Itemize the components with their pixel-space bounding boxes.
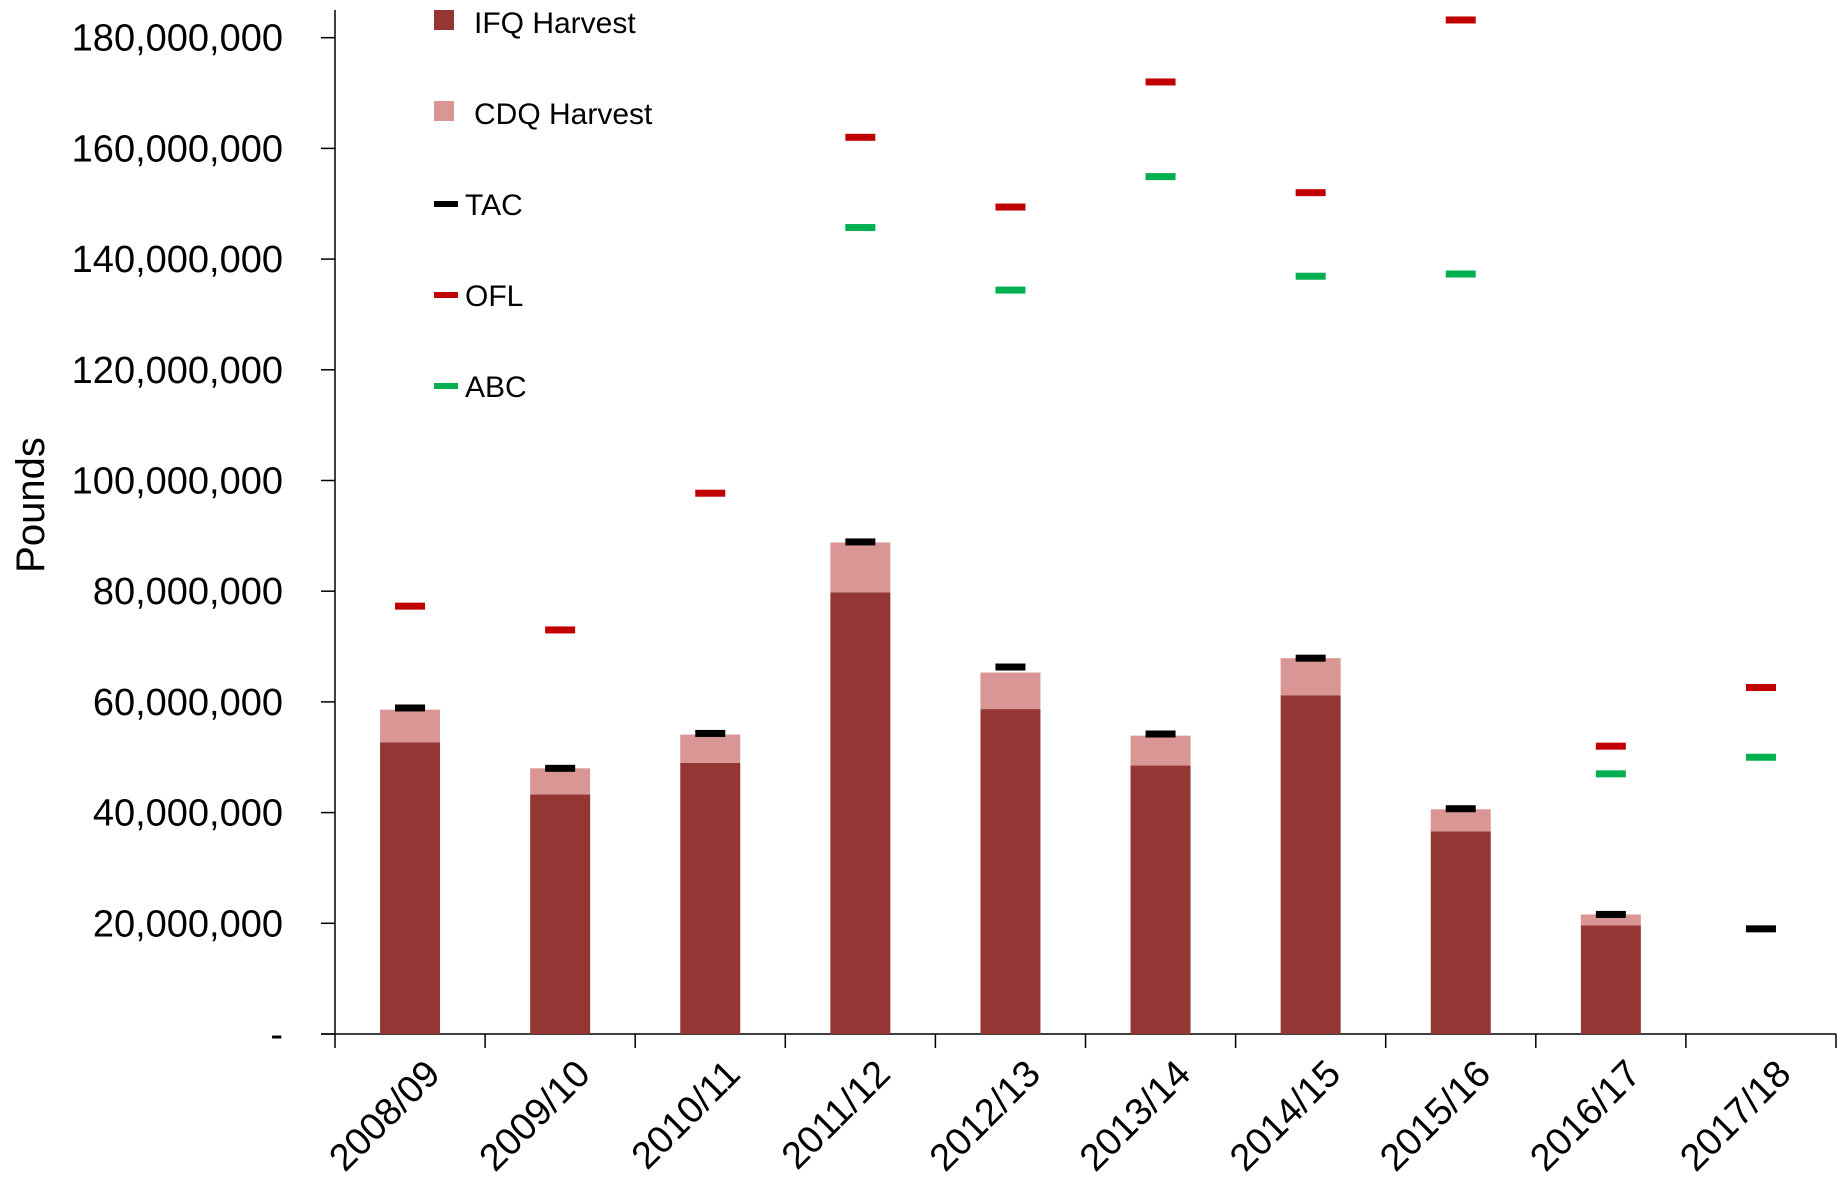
x-tick-label: 2012/13 (922, 1053, 1049, 1180)
marker-ofl (395, 602, 426, 610)
legend-swatch (434, 292, 458, 298)
x-tick-label: 2016/17 (1522, 1053, 1649, 1180)
bar-cdq-harvest (1130, 735, 1191, 766)
marker-tac (1445, 805, 1476, 813)
y-tick-label: 40,000,000 (93, 793, 283, 835)
bar-ifq-harvest (1280, 695, 1341, 1034)
marker-abc (1295, 272, 1326, 280)
y-tick-label: - (270, 1014, 283, 1056)
legend-label: OFL (465, 280, 523, 313)
y-tick-label: 140,000,000 (72, 239, 283, 281)
legend-swatch (434, 10, 454, 30)
bar-ifq-harvest (380, 742, 441, 1034)
bar-ifq-harvest (1430, 831, 1491, 1034)
x-tick-label: 2008/09 (322, 1053, 449, 1180)
bar-cdq-harvest (830, 542, 891, 593)
y-tick-label: 160,000,000 (72, 128, 283, 170)
marker-tac (1145, 730, 1176, 738)
marker-ofl (1145, 78, 1176, 86)
bars-group (380, 542, 1641, 1034)
marker-tac (845, 538, 876, 546)
marker-tac (1595, 910, 1626, 918)
marker-tac (695, 729, 726, 737)
marker-ofl (1295, 189, 1326, 197)
x-tick-label: 2014/15 (1222, 1053, 1349, 1180)
y-tick-label: 20,000,000 (93, 903, 283, 945)
marker-ofl (845, 133, 876, 141)
bar-cdq-harvest (680, 734, 741, 763)
markers-group (395, 16, 1776, 933)
y-tick-label: 60,000,000 (93, 682, 283, 724)
legend-swatch (434, 383, 458, 389)
y-tick-label: 180,000,000 (72, 18, 283, 60)
y-axis: - 20,000,000 40,000,000 60,000,000 80,000,00… (72, 10, 336, 1056)
marker-ofl (1595, 742, 1626, 750)
bar-ifq-harvest (980, 709, 1041, 1034)
bar-ifq-harvest (680, 762, 741, 1034)
marker-ofl (995, 203, 1026, 211)
y-tick-label: 120,000,000 (72, 350, 283, 392)
x-tick-label: 2013/14 (1072, 1053, 1199, 1180)
legend-swatch (434, 101, 454, 121)
bar-ifq-harvest (1580, 925, 1641, 1034)
legend-label: ABC (465, 371, 527, 404)
marker-abc (1445, 270, 1476, 278)
legend-label: IFQ Harvest (474, 7, 636, 40)
x-tick-label: 2017/18 (1672, 1053, 1799, 1180)
marker-ofl (695, 489, 726, 497)
bar-ifq-harvest (530, 794, 591, 1034)
legend-label: TAC (465, 189, 523, 222)
marker-tac (1745, 925, 1776, 933)
marker-tac (995, 663, 1026, 671)
marker-ofl (1445, 16, 1476, 24)
marker-abc (1595, 770, 1626, 778)
bar-cdq-harvest (1280, 658, 1341, 696)
bar-cdq-harvest (1580, 914, 1641, 926)
y-tick-label: 80,000,000 (93, 571, 283, 613)
x-tick-label: 2009/10 (472, 1053, 599, 1180)
legend-swatch (434, 201, 458, 207)
marker-abc (1145, 173, 1176, 181)
marker-tac (545, 764, 576, 772)
bar-cdq-harvest (980, 672, 1041, 710)
legend-label: CDQ Harvest (474, 98, 653, 131)
bar-ifq-harvest (830, 592, 891, 1034)
bar-ifq-harvest (1130, 765, 1191, 1034)
marker-tac (1295, 654, 1326, 662)
bar-cdq-harvest (530, 768, 591, 795)
y-axis-title: Pounds (9, 437, 53, 573)
x-tick-label: 2010/11 (624, 1053, 749, 1178)
marker-ofl (545, 626, 576, 634)
marker-abc (995, 286, 1026, 294)
marker-tac (395, 704, 426, 712)
marker-abc (1745, 753, 1776, 761)
bar-cdq-harvest (380, 709, 441, 743)
marker-ofl (1745, 684, 1776, 692)
x-tick-label: 2015/16 (1372, 1053, 1499, 1180)
marker-abc (845, 224, 876, 232)
x-axis: 2008/09 2009/10 2010/11 2011/12 2012/13 2013/… (321, 1033, 1837, 1180)
y-tick-label: 100,000,000 (72, 460, 283, 502)
bar-cdq-harvest (1430, 809, 1491, 832)
legend: IFQ Harvest CDQ Harvest TAC OFL ABC (434, 7, 653, 404)
x-tick-label: 2011/12 (774, 1053, 899, 1178)
